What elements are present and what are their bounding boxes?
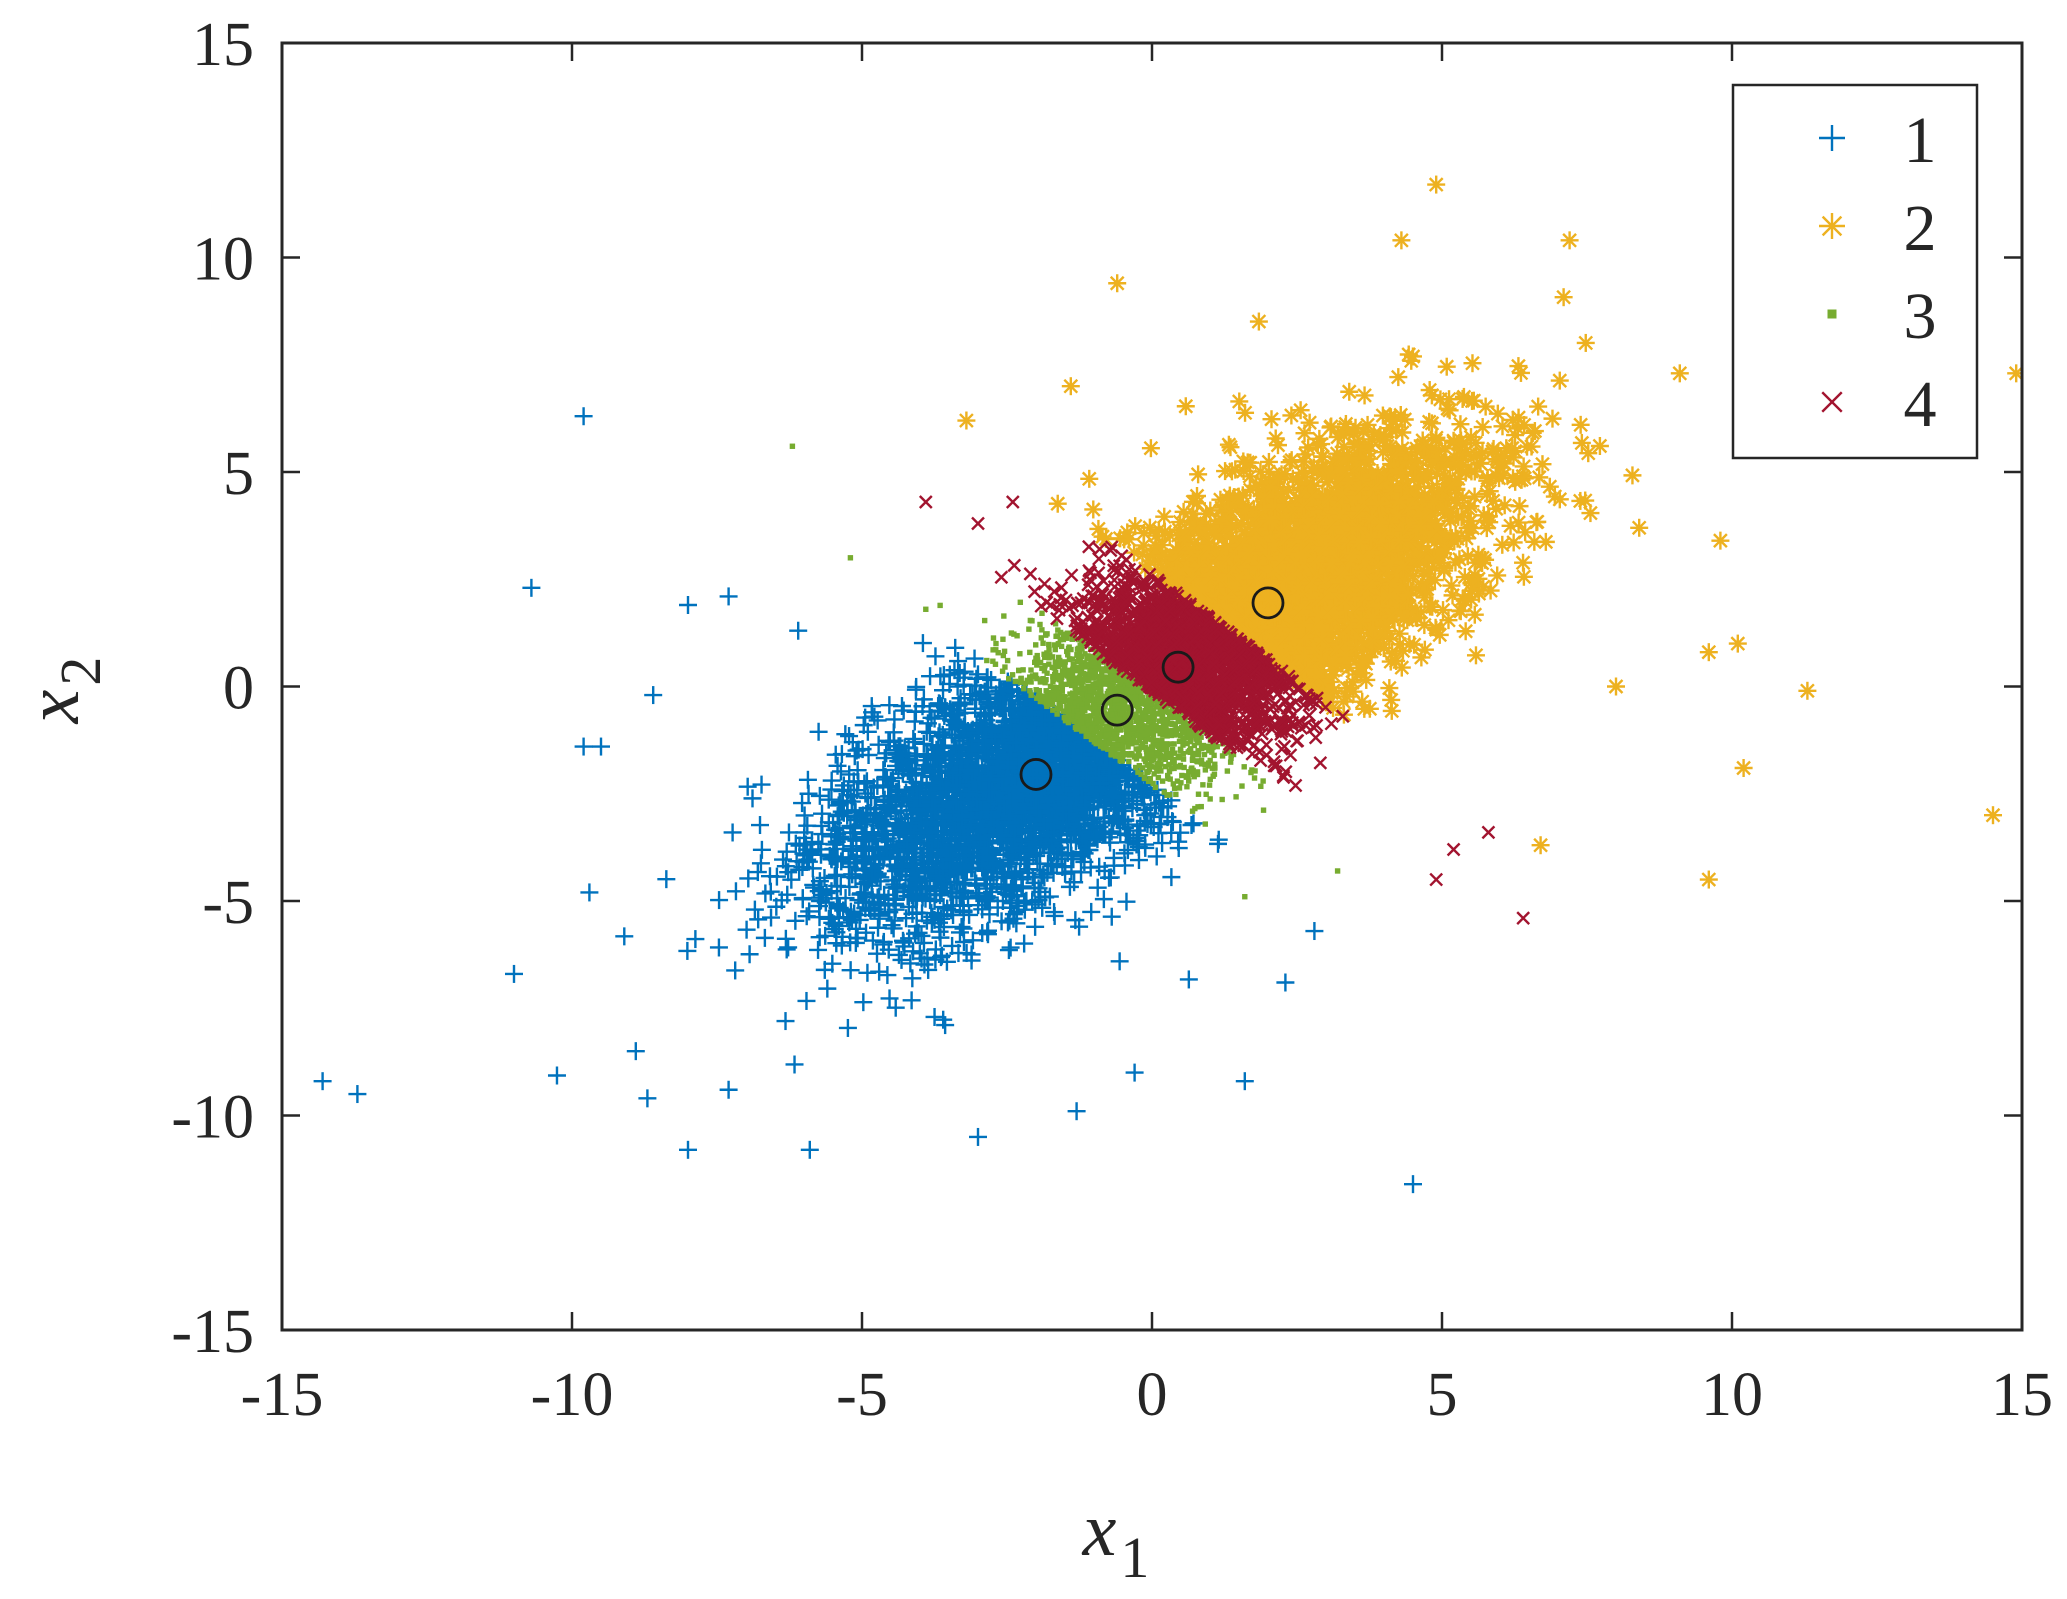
scatter-chart: -15 -10 -5 0 5 10 15-15-10-5051015 x1 x2 1234 (0, 0, 2067, 1599)
